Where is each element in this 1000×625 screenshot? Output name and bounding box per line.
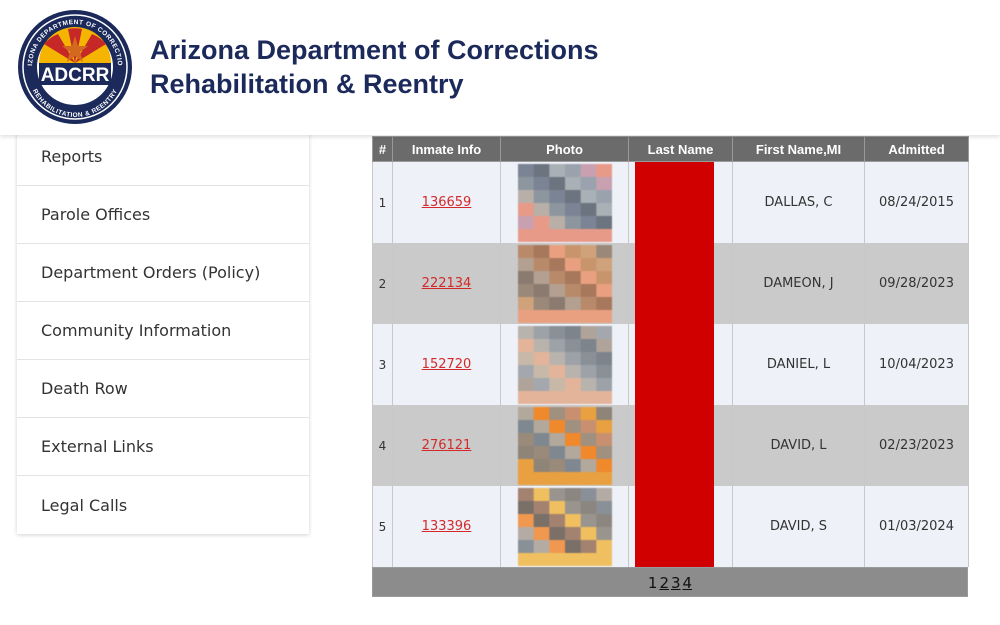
last-name-cell-redacted <box>628 243 733 324</box>
table-header-row: # Inmate Info Photo Last Name First Name… <box>372 136 969 162</box>
inmate-info-cell: 136659 <box>392 161 501 243</box>
photo-cell <box>500 243 629 324</box>
svg-text:ADCRR: ADCRR <box>41 65 110 86</box>
column-header-inmate-info[interactable]: Inmate Info <box>392 136 501 162</box>
photo-cell <box>500 324 629 405</box>
last-name-cell-redacted <box>628 405 733 486</box>
admitted-date-cell: 10/04/2023 <box>864 324 969 405</box>
row-number: 5 <box>372 486 393 567</box>
sidebar-item-parole-offices[interactable]: Parole Offices <box>17 186 309 244</box>
inmate-info-cell: 276121 <box>392 405 501 486</box>
inmate-photo-blurred <box>517 325 612 404</box>
photo-cell <box>500 405 629 486</box>
column-header-photo[interactable]: Photo <box>500 136 629 162</box>
inmate-photo-blurred <box>517 487 612 566</box>
admitted-date-cell: 02/23/2023 <box>864 405 969 486</box>
redaction-bar <box>635 405 714 486</box>
sidebar-item-reports[interactable]: Reports <box>17 128 309 186</box>
sidebar-item-external-links[interactable]: External Links <box>17 418 309 476</box>
inmate-number-link[interactable]: 136659 <box>421 195 472 210</box>
sidebar-item-community-information[interactable]: Community Information <box>17 302 309 360</box>
admitted-date-cell: 09/28/2023 <box>864 243 969 324</box>
first-name-cell: DALLAS, C <box>732 161 865 243</box>
page-link-2[interactable]: 2 <box>659 574 669 592</box>
sidebar-item-label: External Links <box>41 437 154 456</box>
inmate-number-link[interactable]: 222134 <box>421 276 472 291</box>
row-number: 4 <box>372 405 393 486</box>
inmate-info-cell: 152720 <box>392 324 501 405</box>
inmate-info-cell: 222134 <box>392 243 501 324</box>
page-current: 1 <box>647 574 658 592</box>
row-number: 1 <box>372 161 393 243</box>
photo-cell <box>500 161 629 243</box>
last-name-cell-redacted <box>628 486 733 567</box>
admitted-date-cell: 08/24/2015 <box>864 161 969 243</box>
row-number: 3 <box>372 324 393 405</box>
first-name-cell: DAVID, S <box>732 486 865 567</box>
column-header-admitted[interactable]: Admitted <box>864 136 969 162</box>
site-title[interactable]: Arizona Department of Corrections Rehabi… <box>150 33 599 101</box>
column-header-last-name[interactable]: Last Name <box>628 136 733 162</box>
sidebar-item-label: Parole Offices <box>41 205 151 224</box>
table-row: 3 152720 DANIEL, L 10/04/2023 <box>372 324 969 405</box>
inmate-results: # Inmate Info Photo Last Name First Name… <box>372 136 969 597</box>
inmate-photo-blurred <box>517 244 612 323</box>
inmate-number-link[interactable]: 133396 <box>421 519 472 534</box>
inmate-table: # Inmate Info Photo Last Name First Name… <box>372 136 969 567</box>
sidebar-item-label: Legal Calls <box>41 495 128 515</box>
first-name-cell: DANIEL, L <box>732 324 865 405</box>
redaction-bar <box>635 486 714 567</box>
last-name-cell-redacted <box>628 161 733 243</box>
adcrr-logo-icon[interactable]: ADCRR ARIZONA DEPARTMENT OF CORRECTIONS … <box>14 8 136 126</box>
redaction-bar <box>635 162 714 243</box>
site-header: ADCRR ARIZONA DEPARTMENT OF CORRECTIONS … <box>0 0 1000 135</box>
sidebar-item-label: Community Information <box>41 321 232 340</box>
last-name-cell-redacted <box>628 324 733 405</box>
first-name-cell: DAMEON, J <box>732 243 865 324</box>
inmate-info-cell: 133396 <box>392 486 501 567</box>
column-header-first-name[interactable]: First Name,MI <box>732 136 865 162</box>
site-title-line1: Arizona Department of Corrections <box>150 35 599 65</box>
sidebar-menu: Reports Parole Offices Department Orders… <box>17 128 309 534</box>
page-link-4[interactable]: 4 <box>682 574 693 592</box>
column-header-number[interactable]: # <box>372 136 393 162</box>
sidebar-item-legal-calls[interactable]: Legal Calls <box>17 476 309 534</box>
site-title-line2: Rehabilitation & Reentry <box>150 69 464 99</box>
inmate-photo-blurred <box>517 406 612 485</box>
inmate-photo-blurred <box>517 163 612 242</box>
sidebar-item-death-row[interactable]: Death Row <box>17 360 309 418</box>
sidebar-item-label: Death Row <box>41 379 128 398</box>
admitted-date-cell: 01/03/2024 <box>864 486 969 567</box>
table-row: 2 222134 DAMEON, J 09/28/2023 <box>372 243 969 324</box>
table-row: 1 136659 DALLAS, C 08/24/2015 <box>372 161 969 243</box>
sidebar-item-department-orders[interactable]: Department Orders (Policy) <box>17 244 309 302</box>
page-link-3[interactable]: 3 <box>671 574 681 592</box>
table-row: 4 276121 DAVID, L 02/23/2023 <box>372 405 969 486</box>
sidebar-item-label: Reports <box>41 147 103 166</box>
photo-cell <box>500 486 629 567</box>
redaction-bar <box>635 324 714 405</box>
inmate-number-link[interactable]: 152720 <box>421 357 472 372</box>
sidebar-item-label: Department Orders (Policy) <box>41 263 261 282</box>
inmate-number-link[interactable]: 276121 <box>421 438 472 453</box>
first-name-cell: DAVID, L <box>732 405 865 486</box>
table-row: 5 133396 DAVID, S 01/03/2024 <box>372 486 969 567</box>
row-number: 2 <box>372 243 393 324</box>
redaction-bar <box>635 243 714 324</box>
